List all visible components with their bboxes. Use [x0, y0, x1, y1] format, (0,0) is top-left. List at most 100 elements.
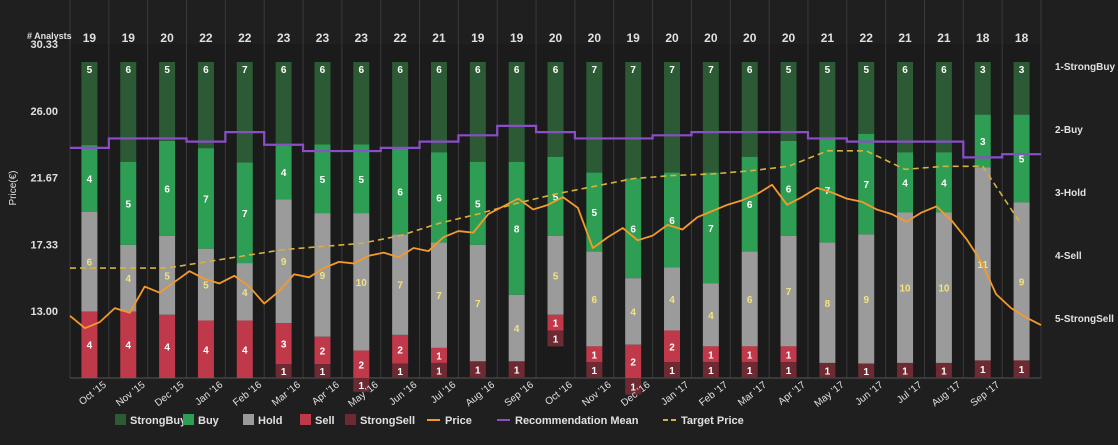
bar-segment-label: 4 [281, 168, 287, 179]
bar-segment-buy [353, 144, 370, 214]
bar-segment-sell [353, 350, 370, 378]
bar-segment-strongbuy [236, 62, 253, 163]
bar-segment-strongsell [586, 362, 603, 378]
x-tick-label: Aug '17 [930, 379, 964, 409]
analyst-count: 19 [471, 31, 485, 45]
bar-segment-label: 5 [553, 271, 559, 282]
bar-segment-strongbuy [469, 62, 486, 162]
bar-segment-label: 4 [630, 307, 636, 318]
bar-segment-hold [197, 248, 214, 321]
legend-label: StrongSell [360, 415, 415, 427]
bar-segment-label: 1 [669, 366, 675, 377]
bar-segment-hold [81, 211, 98, 312]
bar-segment-label: 1 [281, 367, 287, 378]
bar-segment-label: 4 [125, 274, 131, 285]
bar-segment-buy [547, 156, 564, 236]
bar-segment-strongbuy [625, 62, 642, 179]
bar-segment-label: 2 [397, 345, 403, 356]
bar-segment-label: 2 [630, 357, 636, 368]
y-tick-label: 30.33 [30, 39, 58, 51]
bar-segment-label: 5 [1019, 155, 1025, 166]
bar-segment-sell [275, 323, 292, 365]
bar-segment-strongsell [353, 378, 370, 392]
legend-swatch-hold [243, 414, 254, 425]
legend-label: Recommendation Mean [515, 415, 639, 427]
x-tick-label: Dec '15 [153, 379, 187, 409]
bar-segment-sell [625, 344, 642, 378]
bar-segment-buy [197, 148, 214, 249]
x-tick-label: Apr '16 [310, 379, 342, 407]
bar-segment-sell [120, 311, 137, 378]
bar-segment-label: 6 [281, 65, 287, 76]
bar-segment-strongbuy [392, 62, 409, 149]
bar-segment-label: 5 [553, 192, 559, 203]
x-tick-label: May '17 [813, 379, 847, 409]
bar-segment-hold [159, 235, 176, 315]
analyst-count: 21 [898, 31, 912, 45]
rec-axis-label: 3-Hold [1055, 188, 1086, 199]
bar-segment-strongbuy [664, 62, 681, 173]
bar-segment-label: 4 [902, 178, 908, 189]
bar-segment-label: 7 [203, 194, 209, 205]
bar-segment-strongsell [547, 330, 564, 347]
bar-segment-strongbuy [1013, 62, 1030, 115]
x-tick-label: Jul '16 [429, 379, 459, 406]
analyst-count: 20 [665, 31, 679, 45]
x-tick-label: Nov '15 [114, 379, 148, 409]
bar-segment-label: 6 [747, 65, 753, 76]
bar-segment-label: 4 [514, 324, 520, 335]
bar-segment-label: 4 [941, 178, 947, 189]
bar-segment-label: 10 [356, 278, 368, 289]
analyst-count: 21 [821, 31, 835, 45]
bar-segment-strongbuy [974, 62, 991, 115]
bar-segment-strongsell [392, 363, 409, 378]
bar-segment-label: 5 [164, 65, 170, 76]
bar-segment-strongsell [702, 362, 719, 378]
legend-label: StrongBuy [130, 415, 187, 427]
bar-segment-label: 7 [669, 65, 675, 76]
bar-segment-buy [741, 156, 758, 252]
bar-segment-label: 5 [359, 175, 365, 186]
bar-segment-label: 1 [941, 366, 947, 377]
bar-segment-sell [392, 334, 409, 364]
bar-segment-hold [353, 213, 370, 351]
analyst-count: 20 [160, 31, 174, 45]
bar-segment-strongbuy [702, 62, 719, 173]
bar-segment-label: 1 [397, 367, 403, 378]
bar-segment-strongbuy [935, 62, 952, 153]
bar-segment-hold [741, 251, 758, 347]
bar-segment-buy [120, 161, 137, 245]
bar-segment-buy [469, 161, 486, 245]
bar-segment-label: 3 [1019, 65, 1025, 76]
bar-segment-strongbuy [741, 62, 758, 157]
bar-segment-label: 1 [592, 366, 598, 377]
bar-segment-label: 4 [669, 295, 675, 306]
analyst-count: 20 [743, 31, 757, 45]
bar-segment-label: 6 [630, 224, 636, 235]
bar-segment-label: 1 [359, 381, 365, 392]
bar-segment-strongsell [275, 364, 292, 378]
analyst-count: 20 [549, 31, 563, 45]
bar-segment-label: 5 [786, 65, 792, 76]
bar-segment-label: 6 [747, 295, 753, 306]
bar-segment-label: 6 [553, 65, 559, 76]
x-tick-label: Jan '17 [659, 379, 691, 408]
bar-segment-label: 1 [708, 350, 714, 361]
legend-label: Target Price [681, 415, 744, 427]
bar-segment-buy [392, 148, 409, 235]
rec-axis-label: 4-Sell [1055, 251, 1082, 262]
bar-segment-buy [275, 144, 292, 200]
bar-segment-label: 1 [902, 366, 908, 377]
bar-segment-hold [935, 212, 952, 363]
bar-segment-label: 2 [320, 347, 326, 358]
target-price-line [70, 150, 1023, 269]
x-tick-label: Oct '16 [543, 379, 575, 407]
bar-segment-buy [819, 137, 836, 243]
bar-segment-label: 6 [87, 258, 93, 269]
analyst-count: 22 [199, 31, 213, 45]
bar-segment-label: 6 [514, 65, 520, 76]
analyst-count: 21 [432, 31, 446, 45]
bar-segment-strongbuy [897, 62, 914, 153]
bar-segment-label: 7 [475, 299, 481, 310]
analyst-count: 20 [782, 31, 796, 45]
